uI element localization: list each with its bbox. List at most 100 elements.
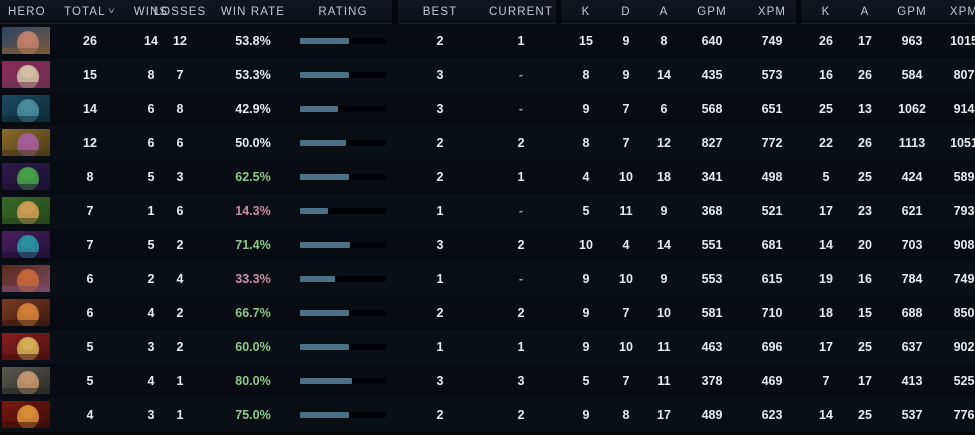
column-header-avg_xpm[interactable]: XPM — [748, 0, 796, 24]
cell-total: 12 — [83, 136, 97, 150]
column-header-current[interactable]: CURRENT — [485, 0, 557, 24]
column-header-label: GPM — [897, 6, 927, 18]
cell-total: 4 — [86, 408, 94, 422]
column-header-avg_a[interactable]: A — [646, 0, 682, 24]
chevron-down-icon: ˅ — [107, 6, 116, 16]
cell-avg_gpm: 378 — [701, 374, 723, 388]
column-header-best_xpm[interactable]: XPM — [940, 0, 975, 24]
cell-avg_a: 10 — [657, 306, 671, 320]
cell-best_a: 23 — [858, 204, 872, 218]
cell-avg_gpm: 827 — [701, 136, 723, 150]
cell-avg_d: 11 — [619, 204, 633, 218]
cell-avg_a: 11 — [657, 340, 671, 354]
column-header-avg_k[interactable]: K — [568, 0, 604, 24]
column-header-losses[interactable]: LOSSES — [148, 0, 212, 24]
table-row[interactable]: 5 3 2 1 1 9 10 11 463 696 17 25 637 902 60.0% — [0, 330, 975, 364]
hero-portrait-11[interactable] — [2, 367, 50, 394]
cell-avg_xpm: 615 — [761, 272, 783, 286]
cell-wins: 3 — [147, 340, 155, 354]
cell-best_xpm: 908 — [953, 238, 975, 252]
column-header-wins[interactable]: WINS — [124, 0, 178, 24]
rating-bar-fill — [300, 106, 338, 112]
rating-bar-track — [300, 310, 386, 316]
cell-best_a: 25 — [858, 340, 872, 354]
cell-total: 7 — [86, 238, 94, 252]
column-header-best_a[interactable]: A — [847, 0, 883, 24]
cell-best_k: 16 — [819, 68, 833, 82]
cell-avg_xpm: 749 — [761, 34, 783, 48]
rating-bar-fill — [300, 208, 328, 214]
cell-avg_gpm: 581 — [701, 306, 723, 320]
column-header-label: GPM — [697, 6, 727, 18]
cell-best_k: 5 — [822, 170, 830, 184]
cell-wins: 5 — [147, 238, 155, 252]
cell-losses: 4 — [176, 272, 184, 286]
rating-bar-track — [300, 242, 386, 248]
cell-total: 14 — [83, 102, 97, 116]
cell-best_gpm: 424 — [901, 170, 923, 184]
table-row[interactable]: 8 5 3 2 1 4 10 18 341 498 5 25 424 589 62.5% — [0, 160, 975, 194]
hero-portrait-4[interactable] — [2, 129, 50, 156]
table-row[interactable]: 6 4 2 2 2 9 7 10 581 710 18 15 688 850 66.7% — [0, 296, 975, 330]
column-header-best_k[interactable]: K — [808, 0, 844, 24]
cell-avg_d: 10 — [619, 170, 633, 184]
hero-portrait-5[interactable] — [2, 163, 50, 190]
table-row[interactable]: 4 3 1 2 2 9 8 17 489 623 14 25 537 776 75.0% — [0, 398, 975, 432]
cell-avg_k: 9 — [582, 272, 590, 286]
hero-portrait-6[interactable] — [2, 197, 50, 224]
cell-avg_a: 6 — [660, 102, 668, 116]
cell-best: 2 — [436, 136, 444, 150]
table-row[interactable]: 5 4 1 3 3 5 7 11 378 469 7 17 413 525 80.0% — [0, 364, 975, 398]
table-row[interactable]: 7 5 2 3 2 10 4 14 551 681 14 20 703 908 71.4% — [0, 228, 975, 262]
column-header-rating[interactable]: RATING — [300, 0, 386, 24]
cell-current: - — [518, 204, 524, 218]
cell-avg_d: 7 — [622, 374, 630, 388]
cell-avg_xpm: 573 — [761, 68, 783, 82]
hero-portrait-10[interactable] — [2, 333, 50, 360]
cell-total: 26 — [83, 34, 97, 48]
hero-portrait-2[interactable] — [2, 61, 50, 88]
table-row[interactable]: 26 14 12 2 1 15 9 8 640 749 26 17 963 1015 53.8% — [0, 24, 975, 58]
rating-bar-fill — [300, 140, 346, 146]
table-row[interactable]: 12 6 6 2 2 8 7 12 827 772 22 26 1113 1051 50.0% — [0, 126, 975, 160]
cell-win-rate: 53.3% — [235, 68, 271, 82]
table-row[interactable]: 6 2 4 1 - 9 10 9 553 615 19 16 784 749 33.3% — [0, 262, 975, 296]
hero-portrait-8[interactable] — [2, 265, 50, 292]
column-header-avg_d[interactable]: D — [608, 0, 644, 24]
cell-avg_xpm: 681 — [761, 238, 783, 252]
hero-portrait-9[interactable] — [2, 299, 50, 326]
cell-win-rate: 80.0% — [235, 374, 271, 388]
cell-losses: 6 — [176, 136, 184, 150]
column-header-best_gpm[interactable]: GPM — [888, 0, 936, 24]
column-header-win_rate[interactable]: WIN RATE — [215, 0, 291, 24]
column-header-best[interactable]: BEST — [410, 0, 470, 24]
table-row[interactable]: 7 1 6 1 - 5 11 9 368 521 17 23 621 793 14.3% — [0, 194, 975, 228]
table-header: HERO TOTAL ˅ WINS LOSSES WIN RATE RATING BEST CU… — [0, 0, 975, 24]
cell-avg_xpm: 651 — [761, 102, 783, 116]
cell-avg_k: 9 — [582, 306, 590, 320]
column-header-avg_gpm[interactable]: GPM — [688, 0, 736, 24]
column-header-total[interactable]: TOTAL ˅ — [60, 0, 120, 24]
cell-best_xpm: 850 — [953, 306, 975, 320]
cell-wins: 4 — [147, 374, 155, 388]
cell-best_gpm: 537 — [901, 408, 923, 422]
cell-avg_gpm: 489 — [701, 408, 723, 422]
table-row[interactable]: 15 8 7 3 - 8 9 14 435 573 16 26 584 807 53.3% — [0, 58, 975, 92]
hero-portrait-7[interactable] — [2, 231, 50, 258]
cell-avg_d: 9 — [622, 68, 630, 82]
cell-best_a: 26 — [858, 136, 872, 150]
cell-total: 6 — [86, 272, 94, 286]
column-header-hero[interactable]: HERO — [8, 0, 78, 24]
table-row[interactable]: 14 6 8 3 - 9 7 6 568 651 25 13 1062 914 42.9% — [0, 92, 975, 126]
hero-portrait-3[interactable] — [2, 95, 50, 122]
hero-portrait-1[interactable] — [2, 27, 50, 54]
cell-avg_d: 7 — [622, 136, 630, 150]
cell-best_a: 17 — [858, 34, 872, 48]
best-group — [801, 0, 975, 24]
cell-avg_xpm: 521 — [761, 204, 783, 218]
cell-best_xpm: 807 — [953, 68, 975, 82]
cell-avg_k: 5 — [582, 374, 590, 388]
hero-portrait-12[interactable] — [2, 401, 50, 428]
cell-best: 3 — [436, 102, 444, 116]
